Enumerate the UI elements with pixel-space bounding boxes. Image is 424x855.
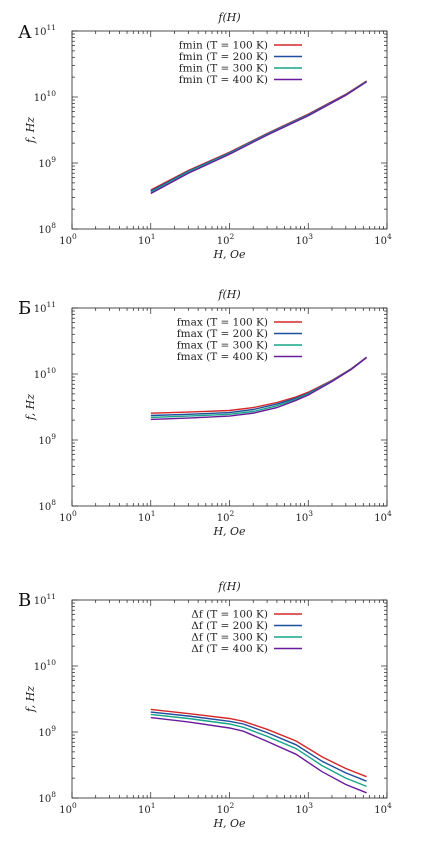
- x-tick-label: 103: [295, 232, 313, 247]
- y-tick-label: 109: [38, 432, 56, 447]
- legend-label: fmin (T = 100 K): [179, 40, 268, 52]
- chart-panel-3: Вf(H) 100 101 102 103 104 108 109 1010 1011 H, Oe f…: [18, 580, 392, 830]
- x-axis-label: H, Oe: [212, 248, 246, 261]
- x-axis-label: H, Oe: [212, 817, 246, 830]
- legend-label: fmin (T = 300 K): [179, 63, 268, 75]
- series-line-T400: [150, 357, 368, 421]
- legend-label: Δf (T = 100 K): [191, 609, 268, 621]
- x-tick-label: 100: [59, 232, 77, 247]
- series-line-T100: [150, 356, 368, 414]
- legend-label: fmax (T = 400 K): [177, 351, 268, 363]
- y-axis-label: f, Hz: [24, 394, 37, 421]
- x-tick-label: 100: [59, 801, 77, 816]
- legend-label: fmax (T = 100 K): [177, 317, 268, 329]
- y-axis-label: f, Hz: [24, 117, 37, 144]
- chart-title: f(H): [217, 11, 240, 24]
- x-tick-label: 103: [295, 509, 313, 524]
- chart-panel-1: Аf(H) 100 101 102 103 104 108 109 1010 1011 H, Oe f…: [18, 11, 392, 261]
- legend-label: fmax (T = 300 K): [177, 340, 268, 352]
- legend-label: Δf (T = 400 K): [191, 643, 268, 655]
- chart-title: f(H): [217, 580, 240, 593]
- legend-label: Δf (T = 200 K): [191, 620, 268, 632]
- legend-label: fmin (T = 400 K): [179, 74, 268, 86]
- y-tick-label: 108: [38, 790, 56, 805]
- x-tick-label: 100: [59, 509, 77, 524]
- x-tick-label: 102: [217, 232, 235, 247]
- legend-label: fmax (T = 200 K): [177, 328, 268, 340]
- y-tick-label: 1010: [34, 89, 57, 104]
- y-tick-label: 108: [38, 498, 56, 513]
- x-tick-label: 101: [138, 801, 156, 816]
- panel-letter: Б: [18, 298, 31, 319]
- x-tick-label: 101: [138, 509, 156, 524]
- y-tick-label: 1011: [34, 300, 56, 315]
- x-tick-label: 104: [374, 509, 392, 524]
- panel-letter: А: [18, 22, 32, 43]
- x-tick-label: 102: [217, 509, 235, 524]
- legend-label: Δf (T = 300 K): [191, 632, 268, 644]
- x-tick-label: 104: [374, 232, 392, 247]
- panel-letter: В: [18, 590, 31, 611]
- x-axis-label: H, Oe: [212, 525, 246, 538]
- series-line-T400: [150, 716, 367, 794]
- x-tick-label: 103: [295, 801, 313, 816]
- series-line-T100: [150, 708, 367, 778]
- series-line-T300: [150, 713, 367, 788]
- series-line-T400: [150, 81, 367, 195]
- chart-panel-2: Бf(H) 100 101 102 103 104 108 109 1010 1011 H, Oe f…: [18, 288, 392, 538]
- y-tick-label: 1010: [34, 366, 57, 381]
- y-tick-label: 108: [38, 221, 56, 236]
- x-tick-label: 104: [374, 801, 392, 816]
- x-tick-label: 101: [138, 232, 156, 247]
- y-tick-label: 109: [38, 724, 56, 739]
- chart-title: f(H): [217, 288, 240, 301]
- y-axis-label: f, Hz: [24, 686, 37, 713]
- y-tick-label: 109: [38, 155, 56, 170]
- y-tick-label: 1010: [34, 658, 57, 673]
- y-tick-label: 1011: [34, 23, 56, 38]
- y-tick-label: 1011: [34, 592, 56, 607]
- x-tick-label: 102: [217, 801, 235, 816]
- legend-label: fmin (T = 200 K): [179, 51, 268, 63]
- series-line-T200: [150, 711, 367, 782]
